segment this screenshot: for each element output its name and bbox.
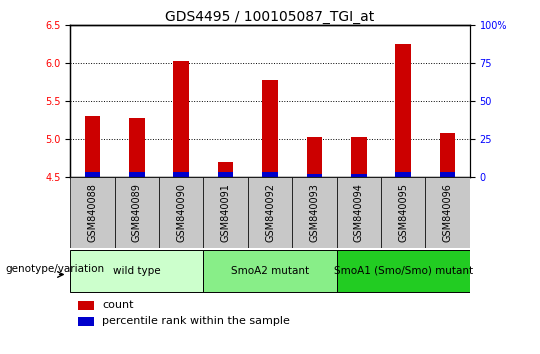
Bar: [440, 172, 455, 177]
Bar: [307, 174, 322, 177]
Text: GSM840094: GSM840094: [354, 183, 364, 242]
Text: GSM840096: GSM840096: [443, 183, 453, 242]
Bar: [248, 177, 292, 248]
Text: GSM840090: GSM840090: [176, 183, 186, 242]
Bar: [307, 137, 322, 177]
Bar: [70, 177, 114, 248]
Text: GSM840095: GSM840095: [398, 183, 408, 242]
Title: GDS4495 / 100105087_TGI_at: GDS4495 / 100105087_TGI_at: [165, 10, 375, 24]
Text: percentile rank within the sample: percentile rank within the sample: [102, 316, 290, 326]
Bar: [262, 172, 278, 177]
Bar: [351, 174, 367, 177]
Bar: [395, 44, 411, 177]
Text: genotype/variation: genotype/variation: [5, 263, 105, 274]
Bar: [159, 177, 204, 248]
Text: GSM840092: GSM840092: [265, 183, 275, 242]
Bar: [173, 172, 189, 177]
Text: SmoA2 mutant: SmoA2 mutant: [231, 266, 309, 276]
Bar: [85, 172, 100, 177]
Bar: [218, 162, 233, 177]
Bar: [70, 250, 204, 292]
Bar: [204, 177, 248, 248]
Bar: [129, 172, 145, 177]
Bar: [395, 172, 411, 177]
Bar: [351, 137, 367, 177]
Text: GSM840088: GSM840088: [87, 183, 97, 242]
Text: GSM840091: GSM840091: [221, 183, 231, 242]
Bar: [426, 177, 470, 248]
Text: count: count: [102, 300, 134, 310]
Bar: [440, 133, 455, 177]
Bar: [78, 317, 94, 326]
Bar: [78, 301, 94, 310]
Bar: [114, 177, 159, 248]
Bar: [204, 250, 336, 292]
Text: SmoA1 (Smo/Smo) mutant: SmoA1 (Smo/Smo) mutant: [334, 266, 472, 276]
Bar: [129, 118, 145, 177]
Bar: [336, 177, 381, 248]
Bar: [173, 61, 189, 177]
Bar: [292, 177, 336, 248]
Text: wild type: wild type: [113, 266, 160, 276]
Bar: [262, 80, 278, 177]
Bar: [336, 250, 470, 292]
Bar: [85, 116, 100, 177]
Bar: [381, 177, 426, 248]
Bar: [218, 172, 233, 177]
Text: GSM840089: GSM840089: [132, 183, 142, 242]
Text: GSM840093: GSM840093: [309, 183, 319, 242]
